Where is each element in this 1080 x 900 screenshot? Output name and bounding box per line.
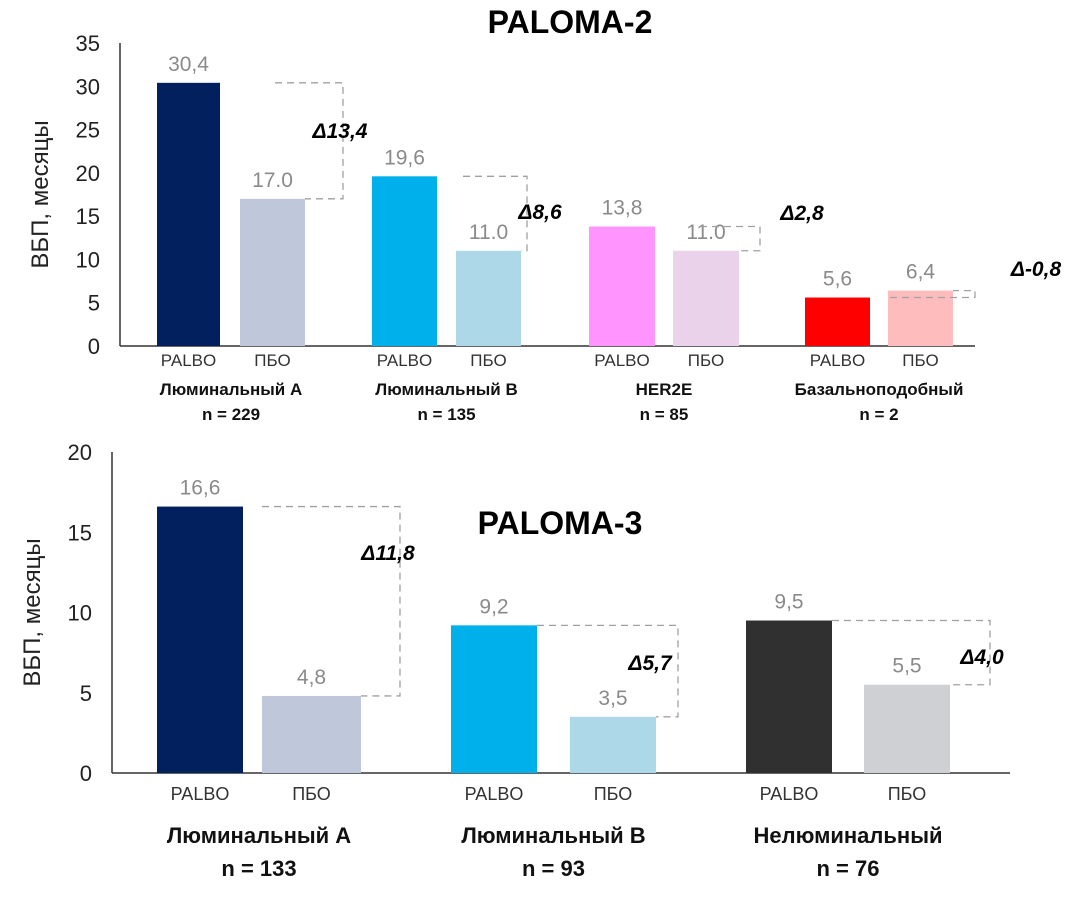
- bar-pbo: [456, 250, 521, 346]
- arm-label: ПБО: [888, 784, 927, 804]
- arm-label: PALBO: [465, 784, 524, 804]
- data-label: 11.0: [686, 221, 725, 244]
- arm-label: PALBO: [810, 351, 865, 370]
- arm-label: PALBO: [760, 784, 819, 804]
- delta-annotation: Δ4,0: [959, 646, 1004, 669]
- chart-title: PALOMA-2: [488, 4, 653, 40]
- delta-annotation: Δ13,4: [312, 120, 368, 143]
- y-tick-label: 25: [76, 118, 100, 143]
- sample-size-label: n = 76: [817, 856, 880, 881]
- data-label: 11.0: [469, 221, 508, 244]
- delta-annotation: Δ2,8: [779, 202, 824, 225]
- arm-label: PALBO: [171, 784, 230, 804]
- bar-palbo: [805, 297, 870, 346]
- arm-label: ПБО: [254, 351, 290, 370]
- chart-1: PALOMA-3 ВБП, месяцы 0 5 10 15 20 16,6 PALBO 4,8 П…: [19, 440, 1010, 881]
- category-label: HER2E: [636, 380, 693, 399]
- data-label: 30,4: [168, 53, 209, 76]
- bar-pbo: [240, 198, 305, 346]
- delta-annotation: Δ8,6: [517, 201, 562, 224]
- y-tick-label: 10: [68, 601, 92, 626]
- category-label: Люминальный В: [375, 380, 517, 399]
- sample-size-label: n = 229: [202, 405, 260, 424]
- delta-bracket: [537, 624, 679, 718]
- bar-pbo: [864, 684, 950, 773]
- y-tick-label: 20: [68, 440, 92, 465]
- delta-bracket: [262, 505, 401, 697]
- data-label: 5,5: [892, 655, 921, 678]
- y-tick-label: 35: [76, 31, 100, 56]
- bar-palbo: [746, 620, 832, 773]
- delta-bracket: [832, 619, 991, 686]
- data-label: 9,2: [479, 595, 508, 618]
- data-label: 13,8: [602, 197, 643, 220]
- data-label: 5,6: [823, 268, 852, 291]
- y-tick-label: 10: [76, 247, 100, 272]
- delta-annotation: Δ5,7: [627, 652, 673, 675]
- arm-label: PALBO: [161, 351, 216, 370]
- y-tick-label: 20: [76, 161, 100, 186]
- bar-pbo: [262, 695, 361, 773]
- sample-size-label: n = 93: [522, 856, 585, 881]
- arm-label: ПБО: [470, 351, 506, 370]
- sample-size-label: n = 133: [221, 856, 296, 881]
- data-label: 3,5: [598, 687, 627, 710]
- data-label: 6,4: [906, 261, 936, 284]
- arm-label: ПБО: [594, 784, 633, 804]
- delta-bracket: [700, 225, 761, 252]
- bar-pbo: [673, 250, 739, 346]
- data-label: 17.0: [252, 169, 293, 192]
- bar-palbo: [589, 226, 655, 346]
- category-label: Нелюминальный: [753, 823, 942, 848]
- sample-size-label: n = 85: [640, 405, 689, 424]
- sample-size-label: n = 135: [417, 405, 475, 424]
- chart-title: PALOMA-3: [478, 505, 643, 541]
- data-label: 19,6: [384, 146, 425, 169]
- data-label: 16,6: [180, 477, 221, 500]
- data-label: 9,5: [774, 591, 803, 614]
- y-axis-label: ВБП, месяцы: [27, 120, 54, 268]
- y-tick-label: 0: [80, 761, 92, 786]
- delta-annotation: Δ-0,8: [1010, 258, 1062, 281]
- bar-palbo: [157, 506, 243, 773]
- y-tick-label: 15: [76, 204, 100, 229]
- y-tick-label: 0: [88, 334, 100, 359]
- y-tick-label: 30: [76, 74, 100, 99]
- arm-label: PALBO: [594, 351, 649, 370]
- delta-annotation: Δ11,8: [360, 542, 415, 565]
- bar-palbo: [157, 82, 220, 346]
- y-axis-label: ВБП, месяцы: [19, 538, 46, 686]
- sample-size-label: n = 2: [859, 405, 898, 424]
- arm-label: ПБО: [292, 784, 331, 804]
- delta-bracket: [890, 289, 976, 299]
- y-tick-label: 15: [68, 520, 92, 545]
- arm-label: ПБО: [688, 351, 724, 370]
- category-label: Люминальный А: [160, 380, 302, 399]
- arm-label: PALBO: [377, 351, 432, 370]
- bar-palbo: [372, 176, 437, 346]
- chart-0: PALOMA-2 ВБП, месяцы 0 5 10 15 20 25 30 35 30,4 PAL…: [27, 4, 1061, 424]
- category-label: Люминальный В: [461, 823, 645, 848]
- category-label: Люминальный А: [167, 823, 351, 848]
- category-label: Базальноподобный: [795, 380, 964, 399]
- delta-bracket: [463, 175, 528, 252]
- y-tick-label: 5: [88, 291, 100, 316]
- delta-bracket: [275, 82, 344, 200]
- bar-pbo: [570, 716, 656, 773]
- bar-palbo: [451, 625, 537, 773]
- arm-label: ПБО: [902, 351, 938, 370]
- bar-pbo: [888, 290, 953, 346]
- data-label: 4,8: [297, 666, 326, 689]
- y-tick-label: 5: [80, 681, 92, 706]
